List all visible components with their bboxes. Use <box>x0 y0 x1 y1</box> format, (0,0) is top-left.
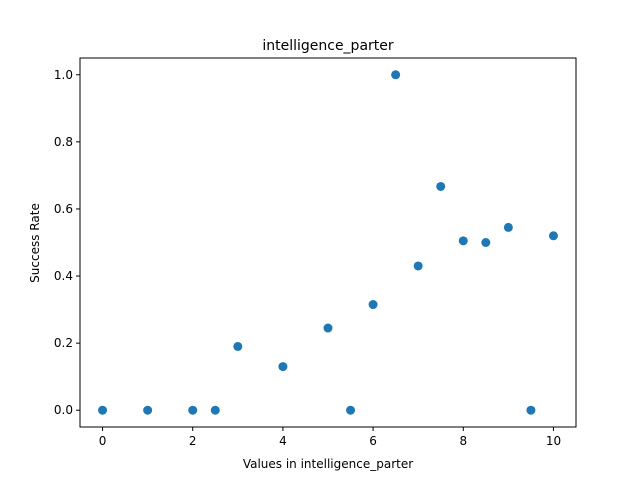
data-points <box>98 70 558 415</box>
y-axis-label: Success Rate <box>28 203 42 283</box>
data-point <box>323 323 333 333</box>
data-point <box>210 405 220 415</box>
x-axis-ticks: 0 2 4 6 8 10 <box>99 427 561 448</box>
data-point <box>481 238 491 247</box>
data-point <box>188 405 198 415</box>
y-axis-ticks: 0.0 0.2 0.4 0.6 0.8 1.0 <box>54 68 80 417</box>
data-point <box>346 405 356 415</box>
data-point <box>233 341 243 351</box>
data-point <box>278 362 288 372</box>
data-point <box>143 405 153 415</box>
x-tick-label: 4 <box>279 434 287 448</box>
data-point <box>413 261 423 271</box>
y-tick-label: 1.0 <box>54 68 73 82</box>
data-point <box>503 222 513 232</box>
x-tick-label: 0 <box>99 434 107 448</box>
data-point <box>98 405 108 415</box>
data-point <box>391 70 401 80</box>
data-point <box>436 181 446 191</box>
data-point <box>368 300 378 310</box>
y-tick-label: 0.0 <box>54 403 73 417</box>
y-tick-label: 0.4 <box>54 269 73 283</box>
x-axis-label: Values in intelligence_parter <box>243 457 413 471</box>
x-tick-label: 6 <box>369 434 377 448</box>
y-tick-label: 0.8 <box>54 135 73 149</box>
plot-area <box>79 57 577 428</box>
axes-frame <box>79 57 577 428</box>
x-tick-label: 2 <box>189 434 197 448</box>
y-tick-label: 0.6 <box>54 202 73 216</box>
x-tick-label: 8 <box>459 434 467 448</box>
data-point <box>548 231 558 241</box>
x-tick-label: 10 <box>546 434 561 448</box>
chart-title: intelligence_parter <box>262 38 394 54</box>
y-tick-label: 0.2 <box>54 336 73 350</box>
data-point <box>458 236 468 246</box>
data-point <box>526 405 536 415</box>
